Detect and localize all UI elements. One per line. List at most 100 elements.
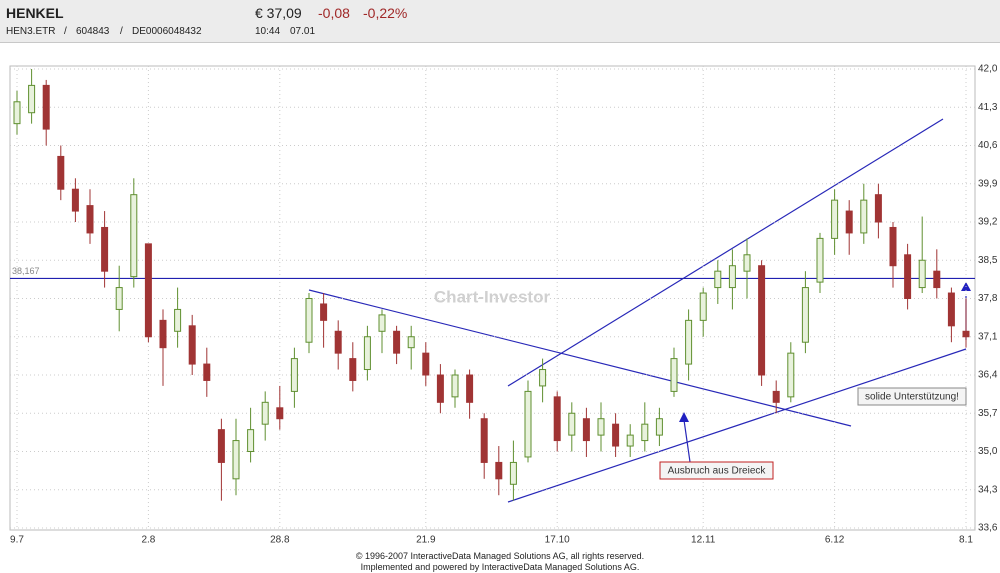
trend-line — [507, 118, 944, 387]
candle-body — [378, 314, 386, 332]
trend-line — [507, 348, 967, 503]
candle-body — [57, 155, 65, 190]
candle-body — [101, 226, 109, 272]
x-tick-label: 17.10 — [545, 535, 570, 546]
candle-body — [436, 374, 444, 403]
candle-body — [28, 84, 36, 114]
candle-body — [685, 319, 693, 365]
y-tick-label: 34,3 — [978, 484, 998, 495]
y-tick-label: 38,5 — [978, 255, 998, 266]
candle-body — [568, 412, 576, 436]
y-tick-label: 37,1 — [978, 331, 998, 342]
candle-body — [334, 330, 342, 354]
candle-body — [933, 270, 941, 289]
candle-body — [203, 363, 211, 381]
candle-body — [787, 352, 795, 398]
candle-body — [407, 336, 415, 349]
candle-body — [290, 358, 298, 392]
candle-body — [13, 101, 21, 125]
change: -0,08 — [318, 5, 350, 21]
arrow-head — [679, 412, 689, 422]
candle-body — [947, 292, 955, 327]
chart: 33,6 34,3 35,0 35,7 36,4 37,1 37,8 38,5 39,2 39,9… — [9, 64, 998, 546]
candle-body — [655, 418, 663, 436]
candle-body — [539, 369, 547, 387]
x-tick-label: 2.8 — [141, 535, 155, 546]
candle-body — [305, 298, 313, 343]
credits: Implemented and powered by InteractiveDa… — [360, 562, 640, 572]
reference-label: 38,167 — [12, 266, 40, 276]
y-tick-label: 42,0 — [978, 64, 998, 75]
sep: / — [120, 26, 123, 37]
candle-body — [320, 303, 328, 321]
candle-body — [918, 259, 926, 289]
candle-body — [115, 287, 123, 310]
candle-body — [553, 396, 561, 442]
candle-body — [845, 210, 853, 234]
candle-body — [349, 358, 357, 381]
candle-body — [466, 374, 474, 403]
candle-body — [188, 325, 196, 365]
y-tick-label: 40,6 — [978, 140, 998, 151]
annotation: solide Unterstützung! — [865, 392, 959, 403]
y-tick-label: 37,8 — [978, 293, 998, 304]
candle-body — [393, 330, 401, 354]
x-tick-label: 21.9 — [416, 535, 436, 546]
candle-body — [509, 461, 517, 485]
candle-body — [363, 336, 371, 371]
candle-body — [801, 287, 809, 343]
candle-body — [451, 374, 459, 398]
candle-body — [889, 226, 897, 267]
candle-body — [232, 440, 240, 480]
candle-body — [582, 418, 590, 442]
candle-body — [480, 418, 488, 463]
candle-body — [597, 418, 605, 436]
candle-body — [159, 319, 167, 349]
price: € 37,09 — [255, 5, 302, 21]
x-tick-label: 12.11 — [691, 535, 716, 546]
watermark: Chart-Investor — [434, 287, 551, 306]
candle-body — [714, 270, 722, 289]
candle-body — [743, 254, 751, 272]
y-tick-label: 36,4 — [978, 370, 998, 381]
candle-body — [86, 205, 94, 234]
footer: © 1996-2007 InteractiveData Managed Solu… — [0, 551, 1000, 573]
candle-body — [261, 401, 269, 425]
y-tick-label: 39,2 — [978, 217, 998, 228]
y-tick-label: 35,0 — [978, 446, 998, 457]
candle-body — [962, 330, 970, 338]
annotation: Ausbruch aus Dreieck — [668, 466, 767, 477]
candle-body — [904, 254, 912, 300]
candle-body — [130, 194, 138, 278]
y-tick-label: 41,3 — [978, 102, 998, 113]
annotation-box — [659, 461, 774, 480]
trend-lines — [308, 118, 967, 503]
candle-body — [524, 390, 532, 458]
copyright: © 1996-2007 InteractiveData Managed Solu… — [355, 551, 645, 561]
candle-body — [174, 308, 182, 332]
candle-body — [71, 188, 79, 212]
candle-body — [728, 265, 736, 289]
candle-body — [641, 423, 649, 442]
candle-body — [772, 390, 780, 403]
candle-body — [699, 292, 707, 321]
candle-body — [612, 423, 620, 447]
date: 07.01 — [290, 26, 316, 37]
time: 10:44 — [255, 26, 281, 37]
candle-body — [276, 407, 284, 420]
wkn: 604843 — [76, 26, 110, 37]
candle-body — [217, 429, 225, 463]
symbol: HEN3.ETR — [6, 26, 56, 37]
candle-body — [874, 194, 882, 223]
y-tick-label: 35,7 — [978, 408, 998, 419]
x-tick-label: 6.12 — [825, 535, 845, 546]
candle-body — [247, 429, 255, 452]
sep: / — [64, 26, 67, 37]
candle-body — [670, 358, 678, 392]
header: HENKEL HEN3.ETR / 604843 / DE0006048432 … — [0, 0, 1000, 43]
y-tick-label: 33,6 — [978, 523, 998, 534]
candle-body — [495, 461, 503, 480]
annotation-box — [857, 387, 967, 406]
candle-body — [42, 84, 50, 130]
